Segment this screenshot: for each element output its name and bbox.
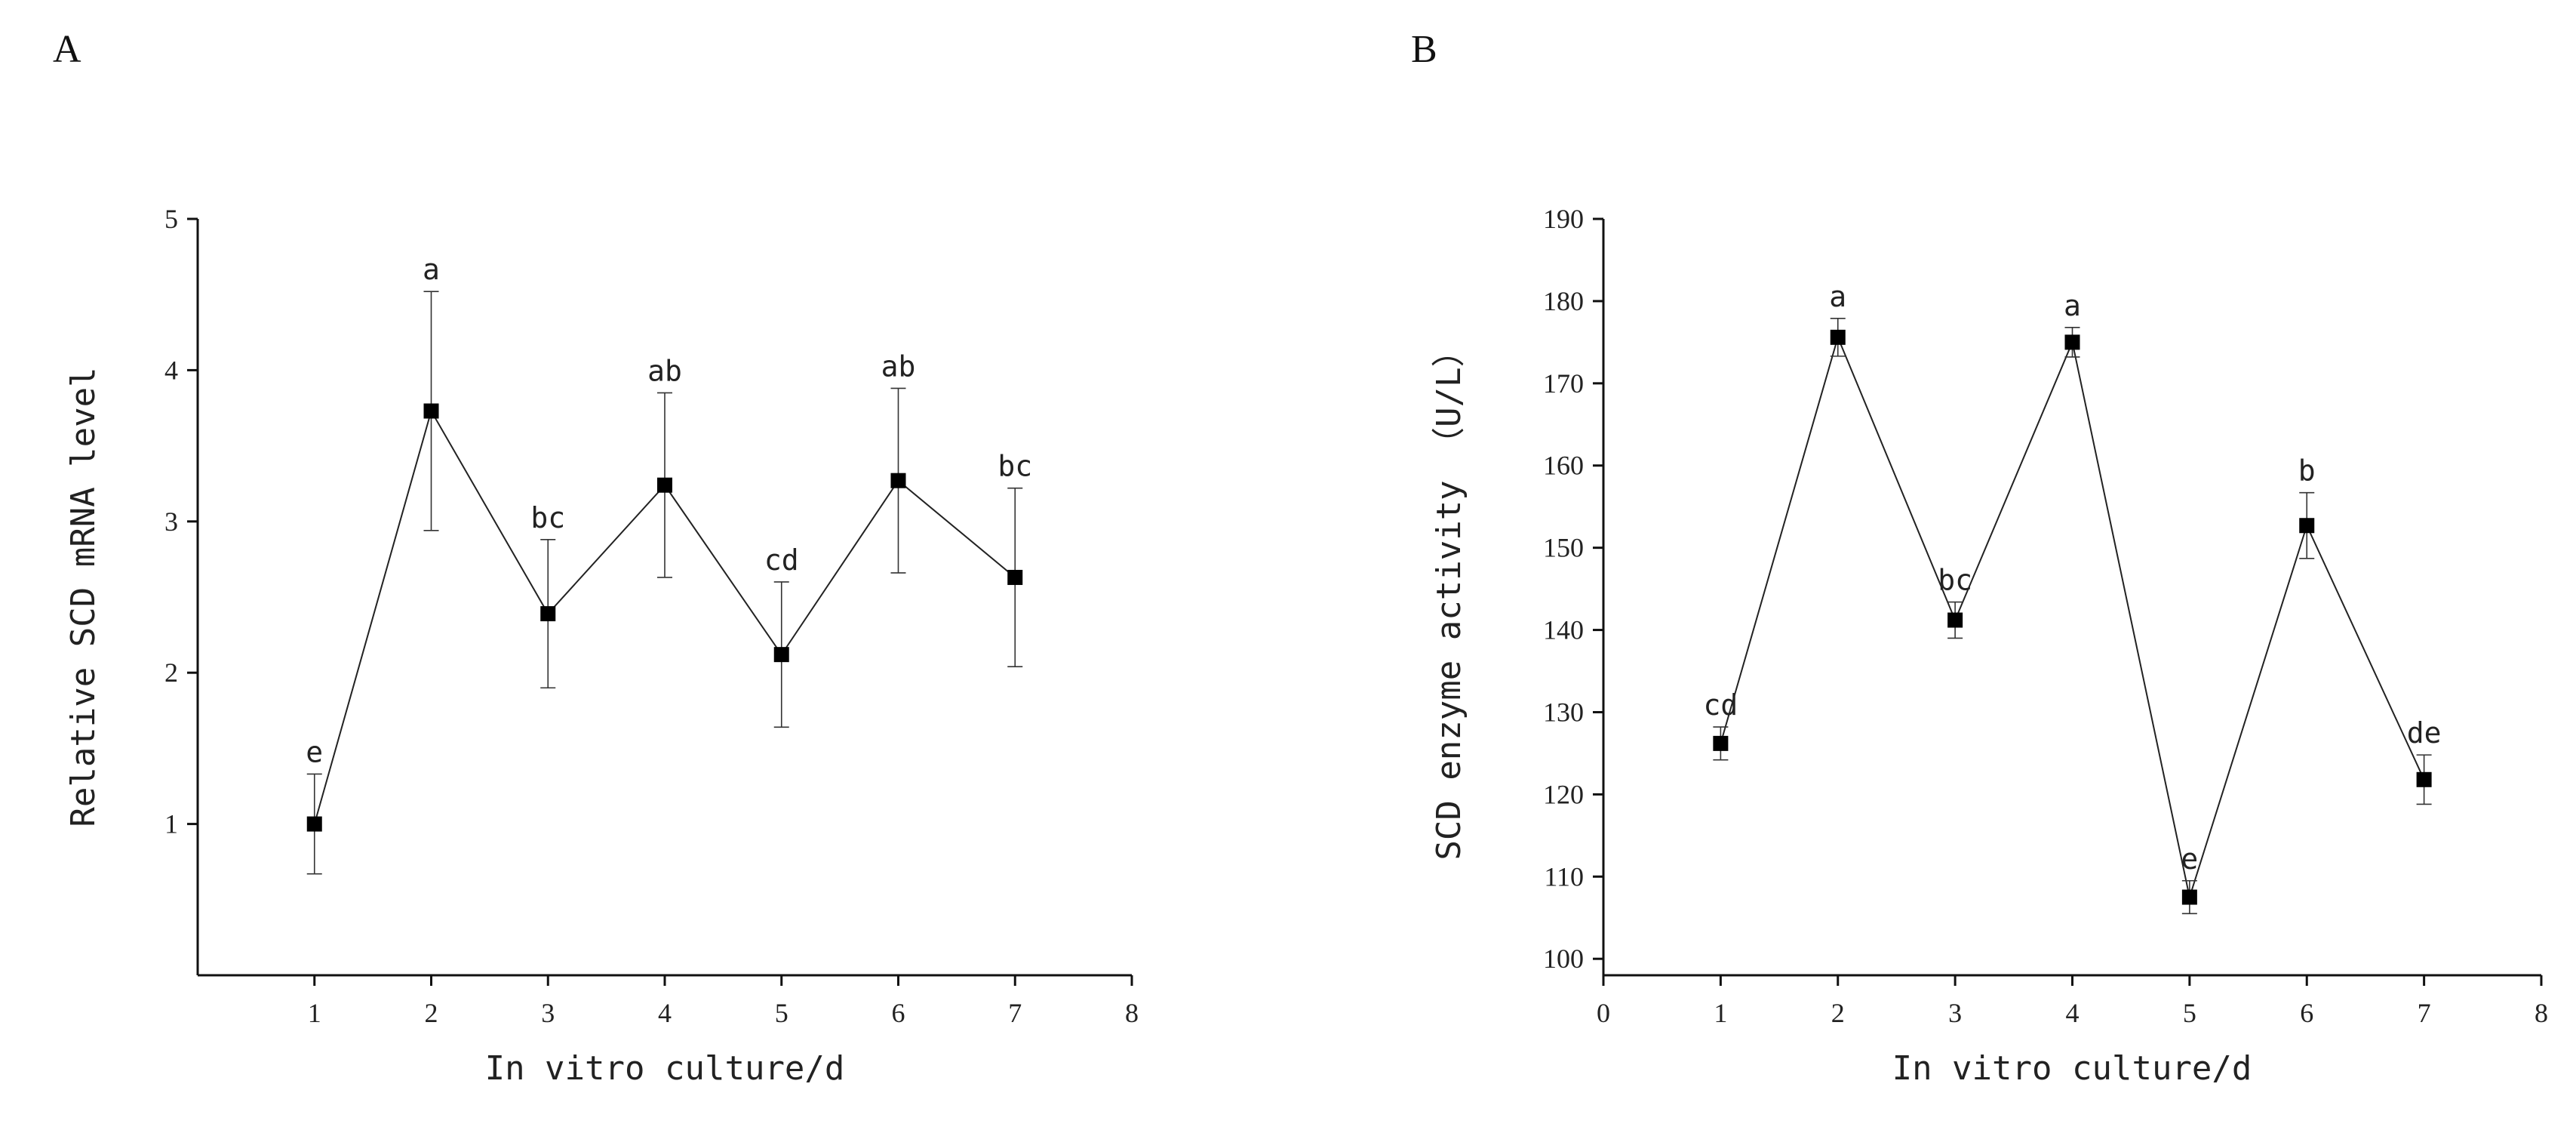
panel-a-x-tick-label: 3 <box>541 998 555 1028</box>
panel-a-data-point <box>540 606 556 622</box>
panel-b-data-point <box>2181 889 2197 905</box>
panel-b-data-point <box>1713 735 1729 751</box>
panel-b-label: B <box>1411 28 1437 71</box>
panel-a-x-tick-label: 2 <box>425 998 438 1028</box>
panel-a-data-point <box>1007 569 1023 585</box>
panel-b-data-point <box>1947 612 1963 628</box>
panel-a-x-tick-label: 8 <box>1125 998 1139 1028</box>
panel-b-series-line <box>1720 334 2425 901</box>
panel-b-significance-label: b <box>2298 454 2316 488</box>
panel-b-y-tick-label: 110 <box>1544 861 1584 891</box>
panel-b-data-point <box>2299 518 2315 534</box>
panel-a-label: A <box>53 28 81 71</box>
panel-b-x-tick-label: 3 <box>1948 998 1962 1028</box>
panel-b-data-point <box>2064 334 2080 350</box>
panel-b-y-tick-label: 170 <box>1543 368 1584 399</box>
panel-b-data-point <box>2416 771 2432 787</box>
panel-a-x-tick-label: 5 <box>775 998 788 1028</box>
panel-b-significance-label: de <box>2407 716 2442 750</box>
panel-b-ticks: 0 1 2 3 4 5 6 7 8 100 110 120 130 140 150 160 170 180 190 <box>1543 204 2548 1028</box>
panel-a-data-point <box>773 647 789 663</box>
panel-a-significance-label: ab <box>647 354 682 387</box>
panel-b-x-tick-label: 1 <box>1714 998 1727 1028</box>
panel-a-significance-label: cd <box>764 543 799 577</box>
panel-b-x-title: In vitro culture/d <box>1892 1049 2252 1088</box>
panel-a-y-tick-label: 1 <box>164 809 178 839</box>
panel-a-significance-label: bc <box>530 501 565 534</box>
panel-b-y-title: SCD enzyme activity （U/L） <box>1430 334 1468 860</box>
panel-a-x-tick-label: 6 <box>892 998 905 1028</box>
panel-b-x-tick-label: 2 <box>1831 998 1845 1028</box>
panel-b-x-tick-label: 5 <box>2183 998 2196 1028</box>
panel-a-y-tick-label: 2 <box>164 657 178 688</box>
panel-b-y-tick-label: 140 <box>1543 615 1584 645</box>
panel-b-x-tick-label: 0 <box>1597 998 1610 1028</box>
panel-a-data-point <box>890 473 906 488</box>
panel-a-significance-label: ab <box>881 349 916 383</box>
panel-b-y-tick-label: 100 <box>1543 944 1584 974</box>
panel-b-y-tick-label: 120 <box>1543 779 1584 809</box>
panel-b-significance-label: a <box>2064 289 2081 322</box>
panel-a-data-point <box>423 403 439 419</box>
panel-b-y-tick-label: 190 <box>1543 204 1584 234</box>
panel-b-y-tick-label: 180 <box>1543 286 1584 316</box>
panel-a-data-point <box>657 477 672 493</box>
panel-b: B SCD enzyme activity （U/L） In vitro cul… <box>1411 28 2548 1088</box>
panel-a-x-tick-label: 7 <box>1008 998 1022 1028</box>
panel-a-significance-label: bc <box>998 450 1032 483</box>
panel-a-significance-label: e <box>306 735 323 768</box>
panel-a-y-tick-label: 3 <box>164 506 178 537</box>
panel-b-marks: cd a bc a e b de <box>1703 280 2442 915</box>
panel-a-y-tick-label: 4 <box>164 355 178 385</box>
panel-b-data-point <box>1830 329 1846 345</box>
panel-b-y-tick-label: 130 <box>1543 697 1584 727</box>
panel-b-significance-label: a <box>1829 280 1846 313</box>
panel-b-significance-label: bc <box>1938 564 1972 597</box>
panel-b-significance-label: cd <box>1703 688 1738 722</box>
panel-b-y-tick-label: 160 <box>1543 451 1584 481</box>
panel-a-marks: e a bc ab cd ab bc <box>306 253 1032 875</box>
panel-b-x-tick-label: 7 <box>2418 998 2431 1028</box>
panel-a-data-point <box>306 816 322 832</box>
panel-b-significance-label: e <box>2181 842 2198 876</box>
panel-a-significance-label: a <box>423 253 440 286</box>
panel-b-x-tick-label: 4 <box>2066 998 2080 1028</box>
panel-a-y-title: Relative SCD mRNA level <box>64 367 103 827</box>
panel-a-ticks: 1 2 3 4 5 6 7 8 1 2 3 4 5 <box>164 204 1139 1028</box>
panel-a-y-tick-label: 5 <box>164 204 178 234</box>
panel-a-x-tick-label: 1 <box>308 998 321 1028</box>
panel-a-x-tick-label: 4 <box>658 998 672 1028</box>
panel-b-y-tick-label: 150 <box>1543 533 1584 563</box>
panel-a-x-title: In vitro culture/d <box>485 1049 845 1088</box>
panel-a: A Relative SCD mRNA level In vitro cultu… <box>53 28 1139 1088</box>
panel-b-x-tick-label: 8 <box>2535 998 2548 1028</box>
panel-b-x-tick-label: 6 <box>2300 998 2313 1028</box>
